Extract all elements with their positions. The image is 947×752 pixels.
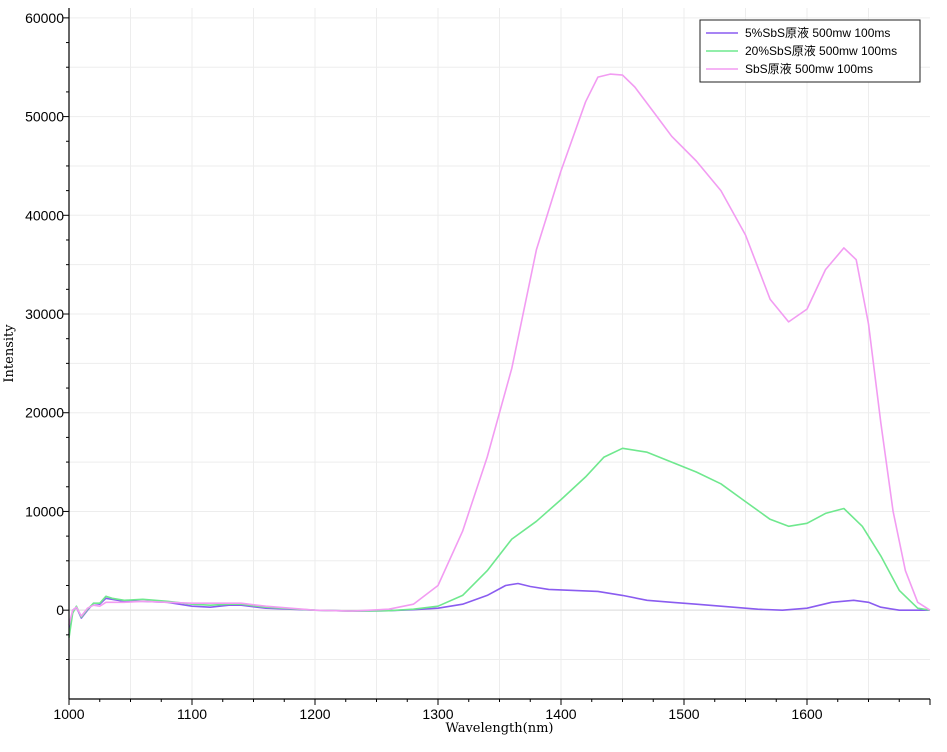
- y-tick-label: 60000: [25, 10, 64, 26]
- series-lines: [68, 73, 931, 638]
- legend-label: SbS原液 500mw 100ms: [745, 61, 873, 76]
- y-tick-label: 20000: [25, 405, 64, 421]
- series-line: [68, 73, 931, 626]
- series-line: [68, 447, 931, 638]
- y-tick-label: 10000: [25, 503, 64, 519]
- legend: 5%SbS原液 500mw 100ms 20%SbS原液 500mw 100ms…: [699, 19, 921, 83]
- y-axis-label: Intensity: [2, 324, 17, 383]
- grid: [69, 8, 930, 699]
- y-tick-labels: 0 10000 20000 30000 40000 50000 60000: [25, 10, 64, 618]
- x-tick-label: 1500: [668, 706, 699, 722]
- legend-entry: 20%SbS原液 500mw 100ms: [706, 43, 897, 58]
- legend-entry: 5%SbS原液 500mw 100ms: [706, 25, 890, 40]
- x-tick-label: 1600: [791, 706, 822, 722]
- y-tick-label: 50000: [25, 109, 64, 125]
- x-tick-labels: 1000 1100 1200 1300 1400 1500 1600: [53, 706, 822, 722]
- y-tick-label: 40000: [25, 207, 64, 223]
- x-tick-label: 1100: [177, 706, 207, 722]
- x-tick-label: 1300: [422, 706, 453, 722]
- legend-entry: SbS原液 500mw 100ms: [706, 61, 873, 76]
- x-tick-label: 1000: [53, 706, 84, 722]
- legend-label: 5%SbS原液 500mw 100ms: [745, 25, 890, 40]
- y-tick-label: 30000: [25, 306, 64, 322]
- axes: [63, 8, 931, 705]
- x-tick-label: 1400: [545, 706, 576, 722]
- legend-label: 20%SbS原液 500mw 100ms: [745, 43, 897, 58]
- x-axis-label: Wavelength(nm): [445, 721, 553, 736]
- series-line: [68, 582, 930, 635]
- x-tick-label: 1200: [299, 706, 330, 722]
- y-tick-label: 0: [56, 602, 64, 618]
